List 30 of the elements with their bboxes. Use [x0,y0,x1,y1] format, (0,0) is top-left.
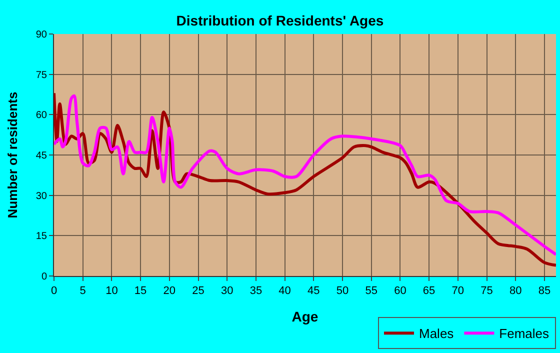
x-tick-label: 75 [480,285,493,298]
y-tick-label: 60 [36,110,48,122]
y-tick-label: 75 [36,70,48,81]
y-tick-label: 0 [41,272,48,282]
x-tick-label: 45 [308,285,320,298]
x-tick-label: 85 [538,285,551,298]
x-tick-label: 70 [452,285,464,298]
x-tick-label: 80 [509,285,522,298]
x-tick-label: 0 [50,285,58,298]
y-tick-label: 15 [36,231,48,242]
x-axis-title: Age [292,308,318,324]
x-tick-label: 40 [278,285,291,298]
y-axis-title: Number of residents [4,92,20,218]
legend-label: Females [499,326,550,342]
x-tick-label: 50 [336,285,349,298]
y-tick-label: 30 [36,190,48,202]
y-tick-label: 90 [36,30,48,40]
x-tick-label: 25 [192,285,204,298]
x-tick-label: 60 [394,285,406,298]
x-tick-label: 5 [80,285,86,298]
y-tick-label: 45 [36,150,48,162]
x-tick-label: 15 [134,285,147,298]
chart-title: Distribution of Residents' Ages [176,12,384,29]
x-tick-label: 55 [365,285,378,298]
x-tick-label: 35 [250,285,262,298]
x-tick-label: 10 [106,285,118,298]
legend-label: Males [419,326,454,342]
x-tick-label: 20 [163,285,176,298]
x-tick-label: 65 [422,285,436,298]
x-tick-label: 30 [220,285,234,298]
